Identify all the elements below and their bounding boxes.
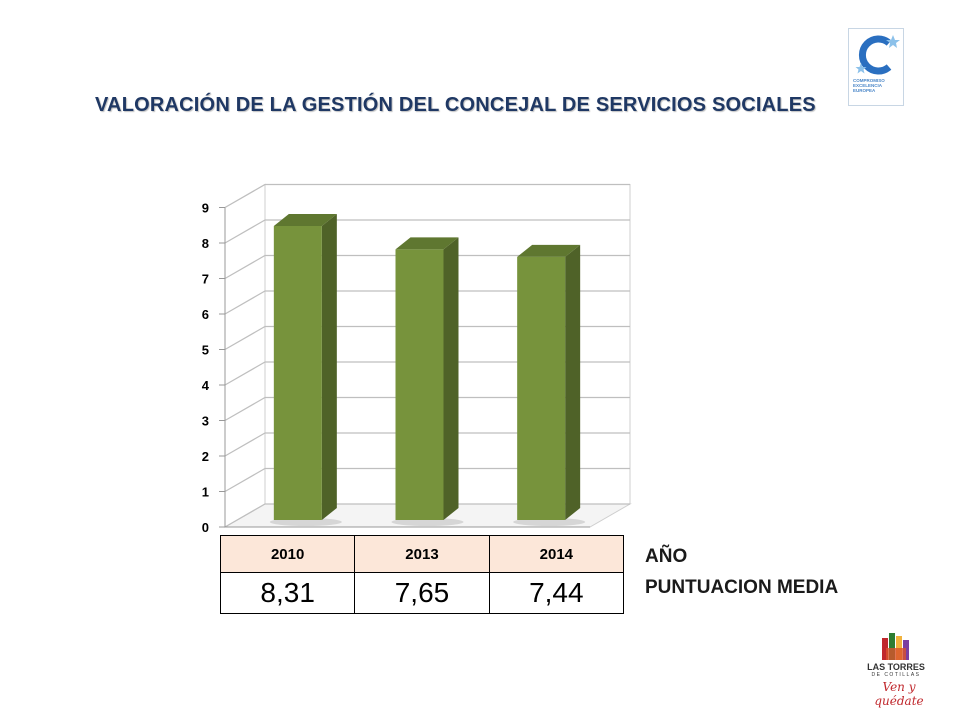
chart-bar: [269, 213, 342, 526]
row-label-year: AÑO: [645, 546, 688, 567]
table-cell-score: 7,44: [488, 572, 625, 614]
chart-bar-side: [321, 213, 337, 520]
chart-grid: [219, 183, 630, 528]
ayuntamiento-sub: DE COTILLAS: [871, 672, 921, 678]
chart-y-tick-label: 4: [202, 378, 210, 393]
chart-bar-side: [565, 244, 581, 520]
chart-y-tick-label: 5: [202, 343, 209, 358]
chart-gridline: [224, 361, 630, 386]
chart-bar-side: [443, 237, 459, 521]
las-torres-de-cotillas-logo: LAS TORRES DE COTILLAS Ven y quédate: [856, 630, 936, 708]
towers-icon: [882, 633, 909, 660]
excelencia-europea-logo: COMPROMISO EXCELENCIA EUROPEA: [848, 28, 904, 106]
chart-gridline: [224, 396, 630, 422]
chart-gridline: [224, 325, 630, 351]
table-cell-year: 2013: [354, 535, 490, 573]
chart-bar: [513, 244, 586, 526]
chart-gridline: [224, 432, 630, 457]
chart-bar-front: [273, 225, 322, 520]
chart-bars: [269, 213, 586, 526]
chart-gridline: [224, 219, 630, 244]
chart-bar-top: [395, 237, 459, 250]
ayuntamiento-slogan: Ven y quédate: [874, 680, 924, 708]
chart-gridline: [224, 254, 630, 280]
chart-y-tick-label: 3: [202, 414, 209, 429]
row-label-score: PUNTUACION MEDIA: [645, 577, 839, 598]
chart-gridline: [224, 503, 630, 528]
table-cell-year: 2010: [219, 535, 356, 573]
chart-y-tick-label: 9: [202, 201, 209, 216]
table-cell-year: 2014: [488, 535, 625, 573]
chart-bar-front: [395, 249, 444, 521]
chart-bar-top: [517, 244, 581, 257]
chart-y-tick-label: 0: [202, 520, 209, 535]
table-cell-score: 8,31: [219, 572, 356, 614]
chart-bar-top: [273, 213, 337, 226]
table-cell-score: 7,65: [354, 572, 490, 614]
chart-gridline: [224, 467, 630, 493]
excelencia-c-icon: [855, 35, 900, 75]
ayuntamiento-name: LAS TORRES: [867, 662, 925, 672]
chart-y-tick-label: 1: [202, 485, 209, 500]
excelencia-logo-text: COMPROMISO EXCELENCIA EUROPEA: [853, 78, 885, 93]
chart-y-tick-label: 2: [202, 449, 209, 464]
chart-y-tick-label: 7: [202, 272, 209, 287]
chart-side-wall: [224, 183, 266, 528]
chart-bar-front: [517, 256, 566, 520]
page-title: VALORACIÓN DE LA GESTIÓN DEL CONCEJAL DE…: [95, 94, 816, 116]
chart-bar: [391, 237, 464, 526]
chart-y-ticks: 0 1 2 3 4 5 6 7 8 9: [202, 201, 210, 536]
table-row-years: 2010 2013 2014: [219, 535, 625, 573]
chart-y-tick-label: 6: [202, 307, 209, 322]
chart-gridline: [224, 290, 630, 315]
chart-gridline: [224, 183, 630, 209]
data-table: 2010 2013 2014 8,31 7,65 7,44: [219, 535, 625, 614]
chart-y-tick-label: 8: [202, 236, 209, 251]
table-row-scores: 8,31 7,65 7,44: [219, 572, 625, 614]
